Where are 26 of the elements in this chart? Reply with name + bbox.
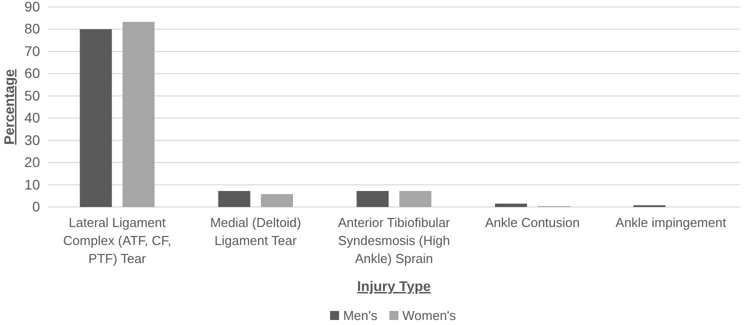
x-tick-label: Ankle Contusion [485,215,580,230]
legend-label: Women's [402,308,456,323]
bar [399,191,432,207]
bar [122,22,155,207]
y-tick-label: 30 [24,132,40,148]
y-tick-label: 0 [32,198,40,214]
x-tick-label: Ankle impingement [616,215,726,230]
bar [80,29,112,207]
y-tick-label: 20 [24,154,40,170]
y-tick-label: 60 [24,65,40,82]
y-axis-title: Percentage [1,69,17,145]
x-axis-title: Injury Type [357,278,432,294]
y-tick-label: 90 [24,0,40,14]
bar [495,204,528,207]
x-tick-label: Anterior Tibiofibular Syndesmosis (High Ankle) Sprain [338,215,451,266]
y-tick-label: 70 [24,42,40,59]
bar [218,191,250,207]
y-tick-label: 40 [24,110,40,126]
legend-label: Men's [343,308,378,323]
x-tick-label: Lateral Ligament Complex (ATF, CF, PTF) Tear [63,215,172,266]
y-tick-label: 80 [24,20,40,37]
y-tick-label: 50 [24,87,40,104]
x-tick-label: Medial (Deltoid) Ligament Tear [210,215,302,248]
y-tick-label: 10 [24,176,40,192]
bar [356,191,389,207]
bar [260,194,293,207]
